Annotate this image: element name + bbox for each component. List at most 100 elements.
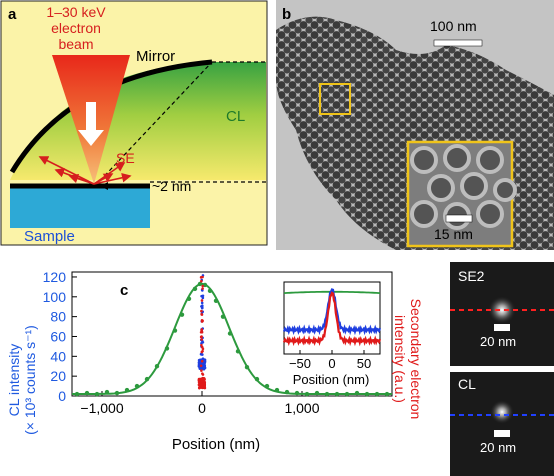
x-tick-label: 0 bbox=[198, 400, 206, 416]
cl-data-point bbox=[144, 376, 150, 382]
cl-bright-spot bbox=[490, 400, 514, 424]
se-blue-point bbox=[199, 366, 202, 370]
se-red-point bbox=[200, 369, 203, 372]
beam-down-arrow-icon bbox=[78, 102, 104, 146]
y-axis-left-label-line-2: (× 10³ counts s⁻¹) bbox=[22, 325, 38, 435]
highlight-box bbox=[319, 83, 351, 115]
inset-x-tick-label: −50 bbox=[289, 356, 311, 371]
se-red-point bbox=[202, 385, 205, 389]
cl-data-point bbox=[186, 296, 192, 301]
x-axis-label: Position (nm) bbox=[171, 436, 261, 453]
plot-frame bbox=[71, 271, 393, 397]
se-red-point bbox=[200, 378, 204, 381]
cl-data-point bbox=[172, 328, 178, 333]
se-blue-point bbox=[201, 304, 204, 308]
cl-data-point bbox=[374, 391, 380, 397]
se2-image-label: SE2 bbox=[458, 268, 485, 284]
se-red-point bbox=[200, 312, 203, 316]
cl-data-point bbox=[207, 288, 213, 294]
cl-data-point bbox=[274, 387, 280, 393]
se-label: SE bbox=[116, 150, 135, 166]
cl-data-point bbox=[179, 312, 185, 317]
se-red-point bbox=[200, 299, 204, 302]
se-red-point bbox=[200, 279, 203, 283]
scale-bar-100nm bbox=[433, 39, 483, 47]
se-red-point bbox=[200, 359, 204, 363]
cl-data-point bbox=[227, 331, 233, 336]
x-tick-label: −1,000 bbox=[80, 400, 123, 416]
cl-scale-label: 20 nm bbox=[480, 440, 517, 455]
y-tick-label: 100 bbox=[43, 289, 67, 305]
cl-data-point bbox=[220, 314, 226, 319]
panel-a-schematic bbox=[0, 0, 268, 246]
cl-data-point bbox=[344, 391, 350, 397]
se2-scale-bar bbox=[494, 324, 510, 331]
cl-region-label: CL bbox=[226, 108, 246, 125]
cl-data-point bbox=[254, 376, 260, 382]
beam-label-line-2: electron bbox=[51, 20, 101, 36]
cl-scale-bar bbox=[494, 430, 510, 437]
inset-x-axis-label: Position (nm) bbox=[292, 372, 370, 387]
beam-label-line-3: beam bbox=[58, 36, 94, 52]
y-tick-label: 120 bbox=[43, 269, 67, 285]
y-axis-left-label-line-1: CL intensity bbox=[6, 343, 22, 417]
se-red-point bbox=[203, 381, 206, 385]
cl-data-point bbox=[114, 390, 120, 396]
se-red-point bbox=[201, 373, 205, 376]
cl-data-point bbox=[294, 390, 300, 396]
film-gap bbox=[416, 0, 554, 60]
cl-data-point bbox=[124, 387, 130, 393]
secondary-electron-arrows bbox=[38, 156, 132, 185]
zoom-inset bbox=[406, 140, 517, 248]
y-tick-label: 40 bbox=[50, 348, 66, 364]
depth-arrow-head bbox=[100, 182, 108, 190]
se-red-point bbox=[200, 330, 204, 334]
x-tick-label: 1,000 bbox=[284, 400, 319, 416]
scale-bar-15nm bbox=[445, 214, 473, 223]
y-axis-right-label: Secondary electron intensity (a.u.) bbox=[392, 264, 424, 454]
y-axis-left-label: CL intensity (× 10³ counts s⁻¹) bbox=[6, 300, 38, 460]
se-red-point bbox=[201, 284, 205, 288]
y-axis-right-label-line-2: intensity (a.u.) bbox=[392, 315, 408, 403]
beam-label: 1–30 keV electron beam bbox=[26, 4, 126, 52]
panel-c-chart: 0 20 40 60 80 100 120 −1,000 0 1,000 −50 0 50 bbox=[43, 269, 393, 416]
scale-label-15nm: 15 nm bbox=[434, 226, 473, 242]
cl-data-point bbox=[164, 346, 170, 351]
se2-bright-spot bbox=[488, 296, 516, 324]
cl-data-point bbox=[74, 391, 80, 397]
cl-data-point bbox=[154, 364, 160, 369]
cl-data-point bbox=[84, 390, 90, 396]
collection-dashed-line bbox=[94, 61, 213, 187]
cl-data-point bbox=[324, 391, 330, 397]
cl-data-point bbox=[213, 298, 219, 303]
y-tick-label: 20 bbox=[50, 368, 66, 384]
se-red-point bbox=[201, 287, 204, 290]
se-red-point bbox=[200, 343, 203, 347]
cl-data-point bbox=[334, 391, 340, 397]
se-red-point bbox=[201, 275, 204, 279]
se-red-point bbox=[197, 381, 201, 384]
cl-data-point bbox=[284, 389, 290, 395]
panel-a-letter: a bbox=[8, 6, 17, 23]
se-blue-point bbox=[201, 340, 205, 344]
scale-label-100nm: 100 nm bbox=[430, 18, 477, 34]
cl-data-point bbox=[197, 281, 203, 287]
y-tick-label: 60 bbox=[50, 328, 66, 344]
cl-data-point bbox=[314, 390, 320, 396]
se-red-point bbox=[200, 345, 204, 349]
y-axis-right-label-line-1: Secondary electron bbox=[408, 298, 424, 420]
panel-b-letter: b bbox=[282, 6, 292, 23]
se-blue-point bbox=[202, 366, 206, 370]
se-red-point bbox=[202, 376, 206, 380]
panel-b-tem-image bbox=[276, 0, 554, 250]
se-blue-point bbox=[199, 352, 203, 356]
panel-d-images bbox=[450, 262, 554, 476]
cl-data-point bbox=[354, 390, 360, 396]
cl-data-point bbox=[244, 365, 250, 370]
y-tick-label: 80 bbox=[50, 309, 66, 325]
cl-data-point bbox=[235, 349, 241, 354]
se-blue-point bbox=[201, 296, 205, 300]
se-red-point bbox=[200, 328, 203, 332]
cl-data-point bbox=[104, 389, 110, 395]
mirror-label: Mirror bbox=[136, 48, 176, 65]
